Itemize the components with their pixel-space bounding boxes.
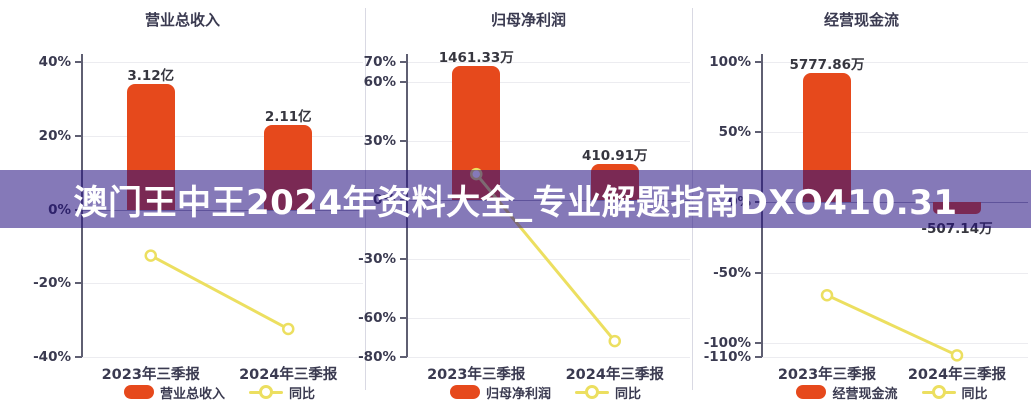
bar-value-label: 410.91万 — [581, 148, 648, 165]
y-tick-label: -50% — [713, 264, 751, 281]
x-category-label: 2024年三季报 — [907, 367, 1007, 383]
x-axis: 2023年三季报 2024年三季报 — [762, 363, 1022, 383]
y-tick-label: 30% — [363, 132, 396, 149]
y-axis-tick — [400, 61, 407, 63]
y-tick-label: 50% — [718, 124, 751, 141]
y-axis-tick — [75, 356, 82, 358]
legend-bar-swatch — [796, 385, 827, 399]
legend-bar-swatch — [449, 385, 480, 399]
y-axis-tick — [755, 131, 762, 134]
gridline — [762, 342, 1028, 344]
line-point-marker-icon — [282, 322, 295, 336]
line-point-marker-icon — [144, 249, 157, 262]
y-tick-label: 40% — [38, 54, 71, 70]
gridline — [762, 272, 1028, 274]
legend-bar-label: 营业总收入 — [159, 386, 225, 400]
banner-text: 澳门王中王2024年资料大全_专业解题指南DXO410.31 — [73, 182, 958, 223]
y-axis-tick — [75, 61, 82, 63]
legend-line-label: 同比 — [615, 386, 642, 400]
y-tick-label: -80% — [358, 349, 396, 365]
y-axis-tick — [400, 257, 407, 260]
gridline — [762, 357, 1028, 358]
legend: 归母净利润 同比 — [407, 384, 684, 400]
y-tick-label: -60% — [358, 309, 396, 326]
line-point-marker-icon — [608, 334, 621, 348]
promo-banner-overlay: 澳门王中王2024年资料大全_专业解题指南DXO410.31 — [0, 170, 1031, 228]
legend-line-circle-icon — [259, 385, 273, 399]
y-axis-tick — [400, 139, 407, 142]
gridline — [82, 357, 363, 358]
y-axis-tick — [755, 61, 762, 63]
bar-value-label: 2.11亿 — [264, 108, 312, 125]
y-tick-label: -110% — [703, 349, 751, 365]
line-point-marker-icon — [950, 349, 964, 362]
legend-line-label: 同比 — [961, 386, 988, 400]
y-tick-label: -100% — [703, 334, 751, 351]
y-tick-label: 20% — [38, 127, 71, 144]
y-tick-label: 100% — [709, 54, 751, 70]
legend-bar-label: 归母净利润 — [485, 386, 551, 400]
legend-line-circle-icon — [585, 385, 599, 399]
gridline — [82, 283, 363, 285]
legend-bar-swatch — [123, 385, 154, 399]
legend-line-circle-icon — [931, 385, 946, 399]
yoy-line — [826, 293, 958, 357]
bar-value-label: 3.12亿 — [127, 68, 175, 85]
legend: 经营现金流 同比 — [762, 384, 1022, 400]
x-category-label: 2023年三季报 — [427, 367, 526, 383]
y-tick-label: 70% — [363, 54, 396, 70]
legend-line-marker-icon — [921, 385, 956, 399]
y-axis-tick — [400, 316, 407, 319]
y-tick-label: 60% — [363, 73, 396, 90]
legend-line-marker-icon — [249, 385, 283, 399]
x-category-label: 2023年三季报 — [101, 367, 200, 383]
gridline — [762, 62, 1028, 63]
gridline — [762, 132, 1028, 134]
y-axis-tick — [755, 356, 762, 358]
y-tick-label: -30% — [358, 250, 396, 267]
x-category-label: 2024年三季报 — [565, 367, 664, 383]
gridline — [407, 81, 690, 83]
legend-bar-label: 经营现金流 — [832, 386, 898, 400]
yoy-line-chart — [144, 249, 295, 336]
y-axis-tick — [75, 282, 82, 285]
gridline — [407, 62, 690, 63]
y-axis-tick — [755, 341, 762, 344]
chart-title: 归母净利润 — [490, 11, 566, 29]
y-axis-tick — [755, 271, 762, 274]
yoy-line — [150, 254, 289, 331]
y-axis-tick — [400, 80, 407, 83]
bar-value-label: 1461.33万 — [438, 49, 514, 66]
y-tick-label: -40% — [33, 349, 71, 365]
y-tick-label: -20% — [33, 275, 71, 292]
gridline — [407, 140, 690, 142]
legend: 营业总收入 同比 — [82, 384, 357, 400]
x-category-label: 2023年三季报 — [777, 367, 877, 383]
chart-title: 经营现金流 — [823, 11, 899, 29]
line-point-marker-icon — [820, 288, 834, 302]
banner-background — [0, 170, 1031, 228]
gridline — [407, 357, 690, 358]
x-axis: 2023年三季报 2024年三季报 — [82, 363, 357, 383]
gridline — [407, 317, 690, 319]
x-category-label: 2024年三季报 — [239, 367, 338, 383]
y-axis-tick — [400, 356, 407, 358]
legend-line-marker-icon — [575, 385, 609, 399]
y-axis-tick — [75, 134, 82, 137]
gridline — [82, 62, 363, 63]
x-axis: 2023年三季报 2024年三季报 — [407, 363, 684, 383]
yoy-line-chart — [820, 288, 964, 362]
bar-value-label: 5777.86万 — [789, 57, 865, 74]
gridline — [82, 135, 363, 137]
chart-title: 营业总收入 — [144, 11, 220, 29]
legend-line-label: 同比 — [289, 386, 316, 400]
